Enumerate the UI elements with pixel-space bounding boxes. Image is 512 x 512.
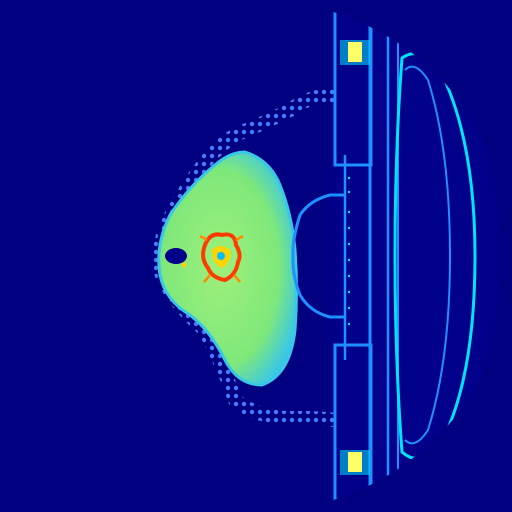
vertebra — [199, 232, 244, 283]
body-tissue — [157, 150, 298, 387]
airway — [165, 248, 187, 264]
shell-inner — [404, 65, 452, 445]
mask-contour — [291, 193, 345, 319]
mask-markers — [347, 176, 351, 326]
